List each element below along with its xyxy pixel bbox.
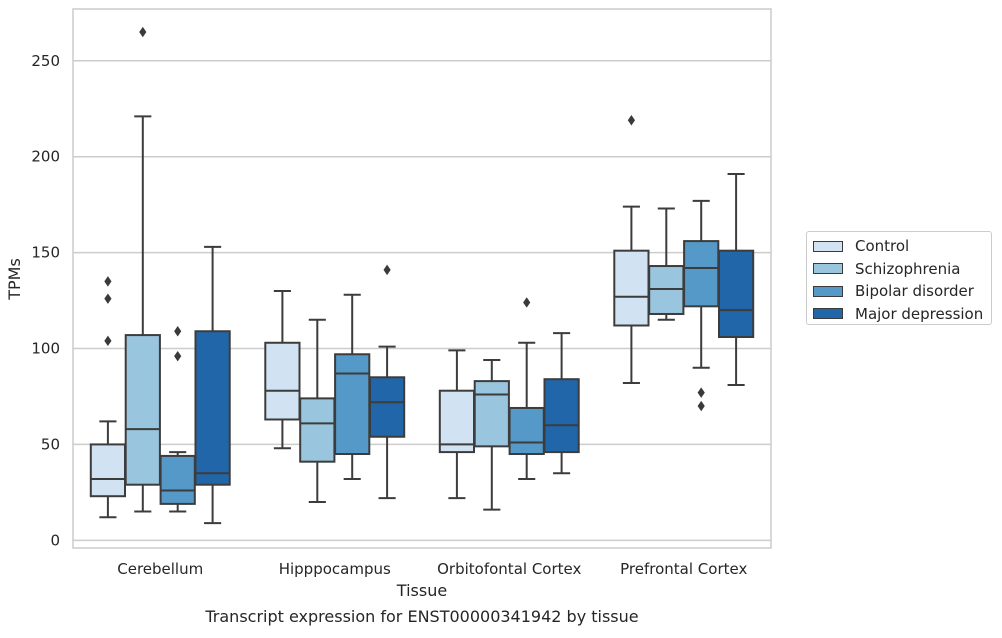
box-3-3: [508, 297, 545, 480]
y-tick-label: 150: [31, 244, 60, 262]
box-1-2: [264, 289, 301, 450]
box-iqr: [159, 454, 196, 505]
outlier-point: [383, 264, 391, 276]
boxes-layer: [89, 26, 755, 525]
x-tick-label: Cerebellum: [117, 560, 203, 578]
legend-label: Control: [855, 237, 910, 255]
x-tick-label: Hipppocampus: [279, 560, 391, 578]
outlier-point: [697, 387, 705, 398]
outlier-point: [139, 26, 147, 38]
y-axis-label: TPMs: [5, 258, 24, 301]
y-tick-label: 200: [31, 148, 60, 166]
box-2-3: [473, 359, 510, 511]
legend-item: Schizophrenia: [813, 258, 960, 280]
box-3-2: [334, 293, 371, 480]
x-tick-label: Prefrontal Cortex: [620, 560, 747, 578]
y-tick-label: 0: [50, 531, 60, 549]
box-iqr: [508, 406, 545, 456]
box-iqr: [368, 376, 406, 438]
box-3-4: [683, 199, 720, 412]
box-1-4: [613, 115, 650, 385]
box-iqr: [124, 334, 161, 486]
y-tick-label: 100: [31, 340, 60, 358]
box-iqr: [613, 249, 650, 327]
box-3-1: [159, 326, 196, 513]
box-iqr: [89, 443, 127, 498]
outlier-point: [104, 335, 112, 347]
box-iqr: [473, 380, 510, 448]
gridlines: [73, 60, 771, 542]
outlier-point: [104, 276, 112, 287]
legend-label: Major depression: [855, 304, 984, 323]
plot-border: [72, 8, 772, 549]
box-4-3: [543, 332, 580, 475]
outlier-point: [174, 350, 182, 362]
legend-swatch: [813, 263, 843, 274]
outlier-point: [697, 400, 705, 412]
outlier-point: [104, 293, 112, 304]
box-iqr: [438, 389, 476, 454]
box-4-4: [717, 172, 755, 386]
y-axis-ticks: 0 50 100 150 200 250: [31, 52, 60, 550]
box-iqr: [334, 353, 371, 456]
x-axis-label: Tissue: [396, 581, 447, 600]
box-iqr: [299, 397, 336, 463]
box-iqr: [194, 330, 231, 486]
legend: Control Schizophrenia Bipolar disorder Majo…: [806, 231, 992, 325]
box-4-1: [194, 245, 231, 525]
legend-swatch: [813, 240, 843, 252]
box-iqr: [683, 240, 720, 308]
box-iqr: [717, 249, 755, 339]
outlier-point: [174, 326, 182, 337]
legend-swatch: [813, 308, 843, 319]
chart-caption: Transcript expression for ENST0000034194…: [204, 607, 638, 626]
legend-item: Major depression: [813, 303, 983, 325]
box-1-3: [438, 349, 476, 500]
legend-label: Bipolar disorder: [855, 282, 974, 300]
legend-item: Bipolar disorder: [813, 280, 974, 302]
box-iqr: [543, 378, 580, 454]
legend-label: Schizophrenia: [855, 259, 961, 278]
box-2-1: [124, 26, 161, 513]
y-tick-label: 50: [41, 435, 60, 453]
legend-swatch: [813, 285, 843, 297]
plot-frame: [72, 8, 772, 549]
y-tick-label: 250: [31, 52, 60, 70]
outlier-point: [523, 297, 531, 308]
legend-item: Control: [813, 235, 909, 257]
x-tick-label: Orbitofontal Cortex: [437, 560, 581, 578]
box-2-2: [299, 318, 336, 503]
box-iqr: [264, 341, 301, 421]
x-axis-ticks: Cerebellum Hipppocampus Orbitofontal Corte…: [117, 560, 747, 578]
box-1-1: [89, 276, 127, 519]
outlier-point: [627, 115, 635, 126]
box-2-4: [648, 207, 685, 321]
box-4-2: [368, 264, 406, 500]
